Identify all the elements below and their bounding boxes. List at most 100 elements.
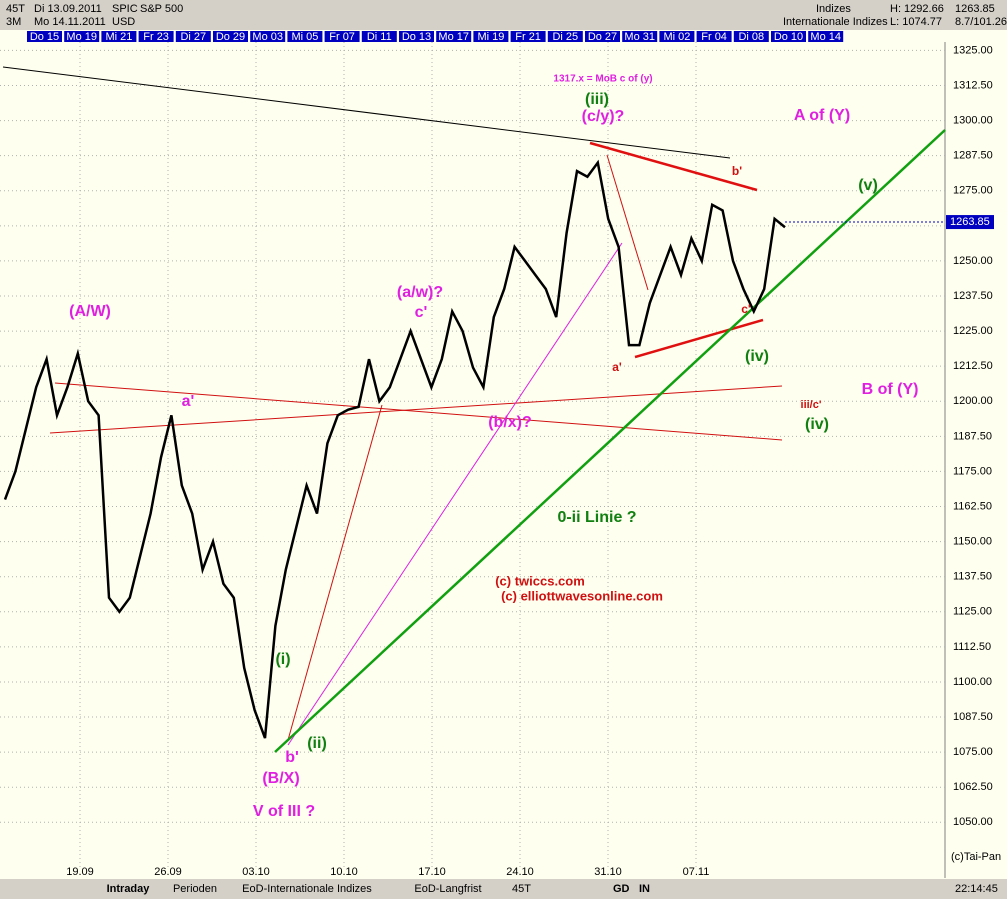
tab[interactable]: Perioden [173,883,217,895]
date-box [473,31,509,42]
date-box [213,31,248,42]
period: 45T [6,3,25,15]
last-price-box [946,215,994,230]
annotation: b' [732,164,742,178]
date-label: Mo 03 [252,31,283,43]
y-tick-label: 1125.00 [953,606,992,618]
y-tick-label: 1137.50 [953,571,992,583]
last-price-label: 1263.85 [950,216,990,228]
date-label: Do 15 [30,31,59,43]
x-tick-label: 31.10 [594,866,622,878]
annotation: 0-ii Linie ? [557,509,636,526]
date-label: Mi 21 [105,31,132,43]
date-label: Do 29 [216,31,245,43]
y-tick-label: 1062.50 [953,781,993,793]
date-label: Do 27 [588,31,617,43]
symbol: SPIC [112,3,138,15]
date-label: Fr 23 [143,31,169,43]
date-box [771,31,806,42]
annotation: (iv) [745,348,769,365]
date-box [175,31,211,42]
y-tick-label: 1225.00 [953,325,993,337]
header-bar [0,0,1007,30]
annotation: b' [285,749,299,766]
trendline [2,66,731,159]
price-line [3,159,786,739]
x-tick-label: 19.09 [66,866,94,878]
annotation: iii/c' [801,399,822,411]
date-label: Mo 14 [810,31,841,43]
from-date: Di 13.09.2011 [34,3,102,15]
trendline [54,382,783,441]
date-label: Di 25 [552,31,578,43]
annotation: (c) twiccs.com [495,573,585,588]
date-label: Mo 17 [438,31,469,43]
y-tick-label: 1112.50 [953,641,991,653]
date-box [324,31,360,42]
date-label: Fr 07 [329,31,355,43]
date-box [585,31,620,42]
date-label: Mi 05 [291,31,318,43]
y-tick-label: 1100.00 [953,676,992,688]
toolbar [0,879,1007,899]
tab[interactable]: EoD-Internationale Indizes [242,883,372,895]
date-label: Di 08 [738,31,764,43]
y-tick-label: 1212.50 [953,360,993,372]
y-tick-label: 1162.50 [953,500,992,512]
tab[interactable]: Intraday [107,883,151,895]
annotation: (c) elliottwavesonline.com [501,588,663,603]
date-label: Mi 02 [663,31,690,43]
x-tick-label: 26.09 [154,866,182,878]
date-label: Do 10 [774,31,803,43]
date-box [510,31,546,42]
annotation: (v) [858,177,878,194]
annotation: (i) [275,651,290,668]
x-tick-label: 24.10 [506,866,534,878]
date-box [547,31,583,42]
low: L: 1074.77 [890,16,942,28]
tab[interactable]: EoD-Langfrist [414,883,481,895]
trendline [287,242,623,746]
y-tick-label: 1087.50 [953,711,993,723]
annotation: (iv) [805,416,829,433]
date-box [287,31,323,42]
date-label: Fr 04 [701,31,727,43]
y-tick-label: 1150.00 [953,536,992,548]
y-tick-label: 1250.00 [953,255,993,267]
y-tick-label: 1300.00 [953,114,993,126]
button[interactable]: IN [639,883,650,895]
annotation: (A/W) [69,303,111,320]
y-tick-label: 1312.50 [953,79,993,91]
range: 3M [6,16,21,28]
date-box [361,31,397,42]
annotation: c' [415,304,428,321]
name: S&P 500 [140,3,183,15]
annotation: (ii) [307,735,327,752]
period-select[interactable]: 45T [512,883,531,895]
date-box [399,31,434,42]
date-label: Di 27 [180,31,206,43]
high: H: 1292.66 [890,3,944,15]
y-tick-label: 1050.00 [953,816,993,828]
ratio: 8.7/101.26 [955,16,1007,28]
x-tick-label: 17.10 [418,866,446,878]
date-label: Di 11 [367,31,392,43]
annotation: A of (Y) [794,107,850,124]
trendline [634,318,764,359]
y-tick-label: 1325.00 [953,44,993,56]
group: Indizes [816,3,851,15]
date-box [659,31,695,42]
credit: (c)Tai-Pan [951,851,1001,863]
button[interactable]: GD [613,883,630,895]
y-tick-label: 1287.50 [953,150,993,162]
y-tick-label: 1275.00 [953,185,993,197]
annotation: a' [182,393,195,410]
date-box [250,31,286,42]
trendline [589,141,758,192]
y-tick-label: 1200.00 [953,395,993,407]
date-label: Mi 19 [477,31,504,43]
trendline [274,129,946,753]
date-box [27,31,62,42]
annotation: (B/X) [262,770,299,787]
